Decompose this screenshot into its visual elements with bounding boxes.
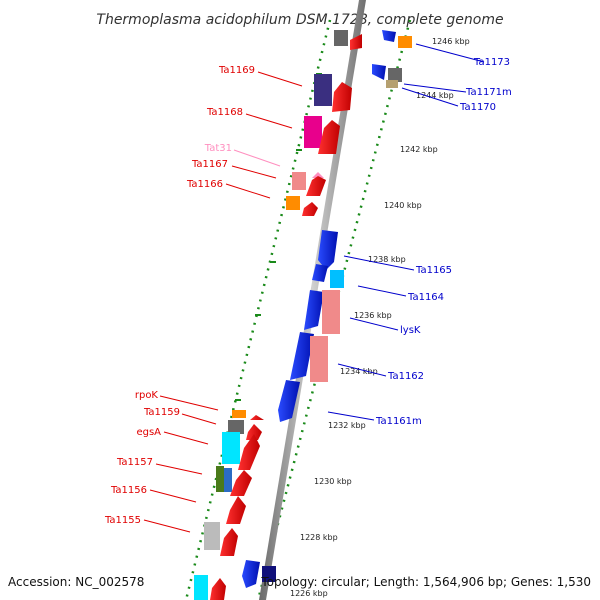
gene-ta1155-arrow — [226, 496, 246, 524]
gene-bottom-red — [220, 528, 238, 556]
kbp-tick: 1234 kbp — [340, 367, 378, 376]
gene-ta1170-tan — [386, 80, 398, 88]
kbp-tick: 1232 kbp — [328, 421, 366, 430]
gene-label[interactable]: Ta1173 — [473, 57, 510, 68]
gene-ta1161m — [278, 380, 300, 422]
gene-label[interactable]: Tat31 — [204, 143, 232, 154]
gene-label[interactable]: Ta1171m — [465, 87, 512, 98]
gene-label[interactable]: rpoK — [135, 390, 159, 401]
gene-label[interactable]: Ta1169 — [218, 65, 255, 76]
kbp-ticks: 1246 kbp 1244 kbp 1242 kbp 1240 kbp 1238… — [290, 37, 470, 598]
gene-ta1157b — [224, 468, 232, 492]
gene-bottom-red2 — [210, 578, 226, 600]
gene-ta1173-orange — [398, 36, 412, 48]
gene-label[interactable]: Ta1161m — [375, 416, 422, 427]
gene-label[interactable]: Ta1168 — [206, 107, 243, 118]
gene-ta1159-arrow — [246, 424, 262, 440]
gene-label[interactable]: Ta1164 — [407, 292, 444, 303]
kbp-tick: 1244 kbp — [416, 91, 454, 100]
right-gene-labels: Ta1173 Ta1171m Ta1170 Ta1165 Ta1164 lysK… — [375, 57, 512, 427]
kbp-tick: 1230 kbp — [314, 477, 352, 486]
gene-label[interactable]: Ta1155 — [104, 515, 141, 526]
kbp-tick: 1246 kbp — [432, 37, 470, 46]
gene-ta1166-arrow — [302, 202, 318, 216]
gene-label[interactable]: Ta1157 — [116, 457, 153, 468]
gene-ta1168-arrow — [318, 120, 340, 154]
gene-ta1167-arrow — [306, 176, 326, 196]
gene-bottom-cyan — [194, 575, 208, 600]
kbp-tick: 1238 kbp — [368, 255, 406, 264]
gene-label[interactable]: Ta1162 — [387, 371, 424, 382]
gene-ta1165 — [318, 230, 338, 270]
gene-ta1162-blue — [290, 332, 314, 380]
gene-ta1171m — [372, 64, 386, 80]
left-gene-labels: Ta1169 Ta1168 Tat31 Ta1167 Ta1166 rpoK T… — [104, 65, 255, 526]
gene-label[interactable]: lysK — [400, 325, 421, 336]
gene-label[interactable]: Ta1166 — [186, 179, 223, 190]
gene-ta1168 — [304, 116, 322, 148]
gene-label[interactable]: Ta1156 — [110, 485, 147, 496]
gene-ta1170-gray — [388, 68, 402, 82]
gene-egsa-arrow — [238, 434, 260, 470]
kbp-tick: 1226 kbp — [290, 589, 328, 598]
gene-ta1162 — [310, 336, 328, 382]
gene-ta1164-blue — [312, 264, 328, 282]
gene-ta1173 — [382, 30, 396, 42]
gene-ta1167 — [292, 172, 306, 190]
right-leader-lines — [327, 43, 485, 421]
accession-text: Accession: NC_002578 — [8, 575, 144, 589]
map-title: Thermoplasma acidophilum DSM 1728, compl… — [96, 12, 503, 28]
gene-rpok-arrow — [250, 415, 264, 420]
kbp-tick: 1240 kbp — [384, 201, 422, 210]
gene-label[interactable]: Ta1165 — [415, 265, 452, 276]
gene-ta1164 — [330, 270, 344, 288]
reverse-strand-genes — [242, 30, 412, 588]
topology-text: Topology: circular; Length: 1,564,906 bp… — [260, 575, 591, 589]
gene-lysk — [322, 290, 340, 334]
gene-label[interactable]: Ta1170 — [459, 102, 496, 113]
gene-ta1169-arrow — [332, 82, 352, 112]
gene-egsa — [222, 432, 240, 464]
kbp-tick: 1228 kbp — [300, 533, 338, 542]
kbp-tick: 1236 kbp — [354, 311, 392, 320]
gene-tat31 — [312, 172, 324, 178]
gene-label[interactable]: Ta1159 — [143, 407, 180, 418]
left-leader-lines — [143, 71, 303, 533]
gene-label[interactable]: egsA — [136, 427, 161, 438]
gene-ta1169 — [314, 74, 332, 106]
gene-top-gray — [334, 30, 348, 46]
kbp-tick: 1242 kbp — [400, 145, 438, 154]
gene-bottom-navy — [262, 566, 276, 582]
gene-ta1166 — [286, 196, 300, 210]
gene-bottom-blue — [242, 560, 260, 588]
gene-label[interactable]: Ta1167 — [191, 159, 228, 170]
gene-ta1155 — [204, 522, 220, 550]
gene-top-red — [350, 34, 362, 50]
gene-ta1157a — [216, 466, 224, 492]
gene-ta1156-arrow — [230, 470, 252, 496]
gene-rpok — [232, 410, 246, 418]
gene-ta1159 — [228, 420, 244, 434]
gene-lysk-blue — [304, 290, 324, 330]
forward-strand-genes — [194, 30, 362, 600]
